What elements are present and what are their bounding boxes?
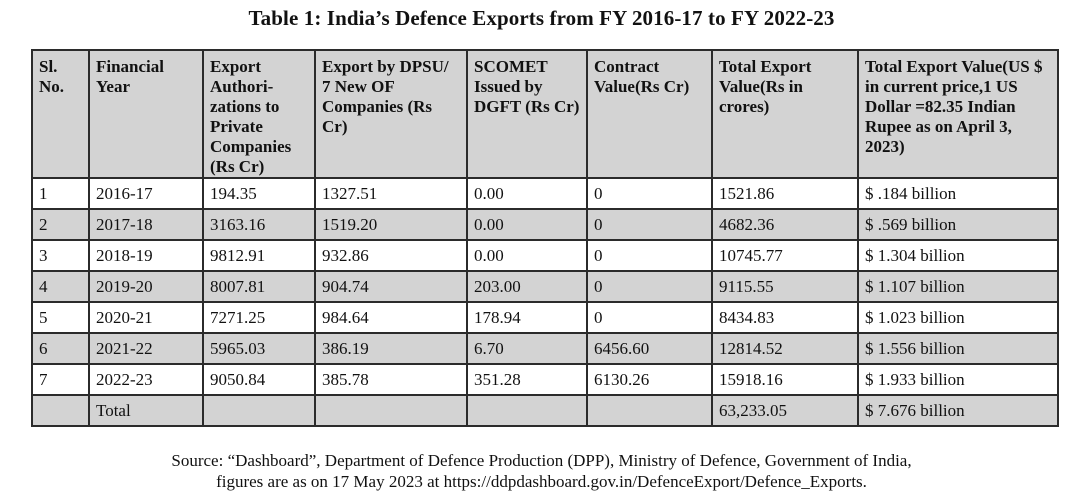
table-cell: 6130.26 [586,363,713,396]
table-cell: $ 1.556 billion [857,332,1059,365]
table-cell: 0 [586,239,713,272]
table-cell: 4 [31,270,90,303]
table-cell: $ .569 billion [857,208,1059,241]
column-header-scomet: SCOMET Issued by DGFT (Rs Cr) [466,49,588,179]
table-cell: Total [88,394,204,427]
table-cell: $ 1.023 billion [857,301,1059,334]
table-row: 5 2020-21 7271.25 984.64 178.94 0 8434.8… [31,301,1059,334]
table-cell: 904.74 [314,270,468,303]
source-line-1: Source: “Dashboard”, Department of Defen… [171,451,912,470]
column-header-total-export-inr: Total Export Value(Rs in crores) [711,49,859,179]
table-cell: $ .184 billion [857,177,1059,210]
table-cell: 178.94 [466,301,588,334]
source-note: Source: “Dashboard”, Department of Defen… [0,450,1083,492]
table-row: 7 2022-23 9050.84 385.78 351.28 6130.26 … [31,363,1059,396]
table-cell: 2020-21 [88,301,204,334]
table-row: 6 2021-22 5965.03 386.19 6.70 6456.60 12… [31,332,1059,365]
table-cell: $ 1.304 billion [857,239,1059,272]
table-cell: 0.00 [466,239,588,272]
table-cell [586,394,713,427]
table-cell: 4682.36 [711,208,859,241]
column-header-sl-no: Sl. No. [31,49,90,179]
total-row: Total 63,233.05 $ 7.676 billion [31,394,1059,427]
table-cell: 0 [586,177,713,210]
column-header-contract-value: Contract Value(Rs Cr) [586,49,713,179]
table-cell [31,394,90,427]
table-row: 3 2018-19 9812.91 932.86 0.00 0 10745.77… [31,239,1059,272]
table-cell: 0.00 [466,177,588,210]
defence-exports-table: Sl. No. Financial Year Export Authori-za… [31,49,1059,427]
table-cell: 1521.86 [711,177,859,210]
table-row: 1 2016-17 194.35 1327.51 0.00 0 1521.86 … [31,177,1059,210]
table-cell: 0 [586,270,713,303]
table-cell: 5 [31,301,90,334]
table-cell: 2022-23 [88,363,204,396]
table-cell: 0 [586,208,713,241]
table-cell: 15918.16 [711,363,859,396]
column-header-private-authorizations: Export Authori-zations to Private Compan… [202,49,316,179]
table-cell: 1519.20 [314,208,468,241]
table-cell: 8434.83 [711,301,859,334]
table-cell: 1 [31,177,90,210]
column-header-total-export-usd: Total Export Value(US $ in current price… [857,49,1059,179]
table-cell: $ 1.933 billion [857,363,1059,396]
table-cell: 6.70 [466,332,588,365]
table-row: 4 2019-20 8007.81 904.74 203.00 0 9115.5… [31,270,1059,303]
table-cell [314,394,468,427]
table-cell: 932.86 [314,239,468,272]
table-title: Table 1: India’s Defence Exports from FY… [248,6,835,30]
table-cell: 351.28 [466,363,588,396]
table-cell: 385.78 [314,363,468,396]
table-cell: 194.35 [202,177,316,210]
column-header-financial-year: Financial Year [88,49,204,179]
table-cell: 3163.16 [202,208,316,241]
table-cell: 2018-19 [88,239,204,272]
table-cell: 6 [31,332,90,365]
column-header-dpsu-exports: Export by DPSU/ 7 New OF Companies (Rs C… [314,49,468,179]
table-cell: 8007.81 [202,270,316,303]
table-cell: 2021-22 [88,332,204,365]
source-line-2: figures are as on 17 May 2023 at https:/… [216,472,867,491]
table-cell: 7271.25 [202,301,316,334]
table-cell: 2017-18 [88,208,204,241]
table-row: 2 2017-18 3163.16 1519.20 0.00 0 4682.36… [31,208,1059,241]
table-cell: 2016-17 [88,177,204,210]
table-cell: 203.00 [466,270,588,303]
table-cell [202,394,316,427]
table-cell: 7 [31,363,90,396]
header-row: Sl. No. Financial Year Export Authori-za… [31,49,1059,179]
table-cell: 6456.60 [586,332,713,365]
table-cell: 0 [586,301,713,334]
table-cell: 12814.52 [711,332,859,365]
table-cell: 9115.55 [711,270,859,303]
table-cell: 2019-20 [88,270,204,303]
table-cell: 2 [31,208,90,241]
table-cell: 10745.77 [711,239,859,272]
table-cell: 0.00 [466,208,588,241]
table-cell: 386.19 [314,332,468,365]
table-cell: 1327.51 [314,177,468,210]
table-cell: 984.64 [314,301,468,334]
table-cell: $ 1.107 billion [857,270,1059,303]
table-cell [466,394,588,427]
table-cell: $ 7.676 billion [857,394,1059,427]
table-cell: 9812.91 [202,239,316,272]
table-cell: 3 [31,239,90,272]
table-cell: 9050.84 [202,363,316,396]
table-cell: 5965.03 [202,332,316,365]
table-cell: 63,233.05 [711,394,859,427]
